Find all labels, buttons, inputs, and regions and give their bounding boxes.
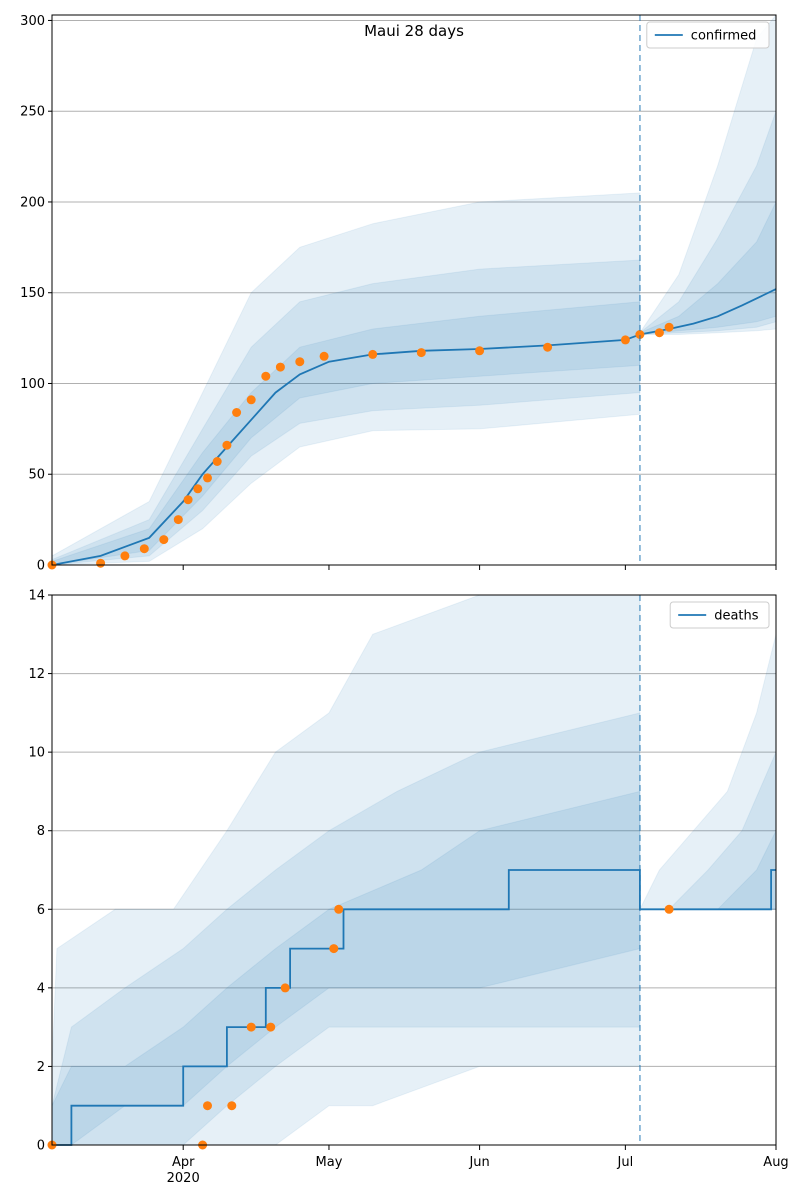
confirmed-panel: 0 50 100 150 200 250 300 Maui 28 days confirmed [20, 13, 777, 574]
y-tick-label: 150 [20, 286, 45, 301]
observed-point [246, 395, 256, 405]
observed-point [654, 328, 664, 338]
observed-point [212, 457, 222, 466]
observed-point [222, 440, 232, 450]
x-tick-label: Jun [468, 1155, 489, 1170]
observed-point [203, 1101, 212, 1111]
observed-point [329, 944, 339, 954]
legend-label: confirmed [691, 29, 757, 44]
legend-box [646, 21, 770, 49]
plot-frame [51, 14, 777, 566]
observed-point [246, 1022, 256, 1032]
y-tick-label: 50 [28, 468, 45, 483]
observed-point [120, 551, 130, 561]
y-tick-label: 12 [28, 667, 45, 682]
observed-point [319, 351, 329, 361]
y-tick-label: 6 [37, 903, 45, 918]
y-tick-label: 2 [37, 1060, 45, 1075]
observed-point [475, 346, 485, 356]
y-tick-label: 100 [20, 377, 45, 392]
observed-point [280, 983, 290, 993]
x-tick-label: Jul [617, 1155, 634, 1170]
observed-point [664, 322, 674, 332]
y-tick-label: 250 [20, 105, 45, 120]
observed-point [664, 904, 674, 914]
plot-frame [51, 594, 777, 1146]
uncertainty-band [51, 192, 641, 566]
observed-point [368, 349, 378, 359]
observed-point [203, 473, 212, 483]
observed-point [227, 1101, 237, 1111]
observed-point [416, 348, 426, 358]
x-tick-label: Apr [172, 1155, 195, 1170]
x-tick-label: Aug [763, 1155, 788, 1170]
observed-point [543, 342, 553, 352]
observed-point [261, 371, 271, 381]
chart-title: Maui 28 days [364, 22, 464, 40]
observed-point [193, 484, 203, 494]
observed-point [173, 515, 183, 525]
observed-point [232, 408, 242, 417]
y-tick-label: 14 [28, 589, 45, 604]
y-tick-label: 8 [37, 824, 45, 839]
observed-point [334, 904, 344, 914]
observed-point [183, 495, 193, 505]
median-line [52, 869, 776, 1146]
y-tick-label: 10 [28, 746, 45, 761]
observed-point [620, 335, 630, 345]
x-tick-label: May [316, 1155, 343, 1170]
y-tick-label: 4 [37, 981, 45, 996]
observed-point [635, 330, 645, 339]
observed-point [139, 544, 149, 554]
y-tick-label: 0 [37, 559, 45, 574]
observed-point [295, 357, 305, 367]
observed-point [96, 558, 106, 568]
legend-box [669, 601, 770, 629]
observed-point [275, 362, 285, 372]
observed-point [159, 535, 169, 545]
legend-label: deaths [714, 609, 759, 624]
y-tick-label: 300 [20, 14, 45, 29]
y-tick-label: 200 [20, 195, 45, 210]
y-tick-label: 0 [37, 1139, 45, 1154]
observed-point [266, 1022, 276, 1032]
x-tick-sublabel: 2020 [167, 1171, 200, 1186]
